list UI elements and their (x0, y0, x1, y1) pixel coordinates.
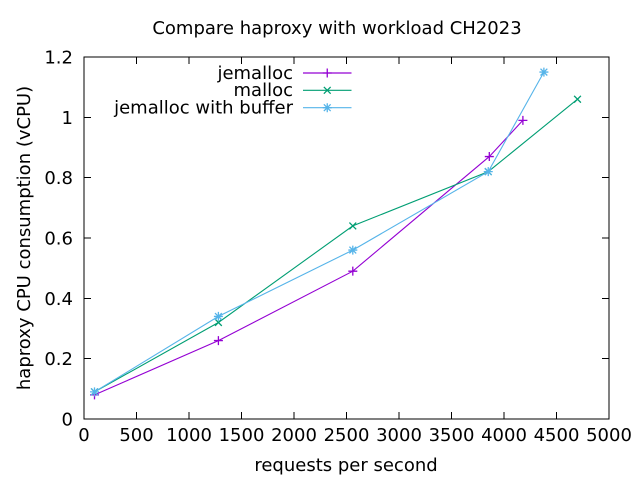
y-tick-label: 0.2 (44, 349, 73, 370)
legend-sample-marker-malloc (323, 86, 332, 95)
x-tick-label: 3000 (376, 425, 422, 446)
x-tick-label: 0 (78, 425, 89, 446)
y-axis-label: haproxy CPU consumption (vCPU) (14, 86, 35, 390)
y-tick-label: 0.4 (44, 289, 73, 310)
legend-label-malloc: malloc (234, 80, 293, 101)
legend-label-jemalloc: jemalloc (216, 63, 293, 84)
x-tick-label: 4500 (534, 425, 580, 446)
series-marker-jemalloc-with-buffer (483, 167, 493, 177)
y-tick-label: 0.8 (44, 168, 73, 189)
series-marker-jemalloc-with-buffer (90, 387, 99, 397)
series-marker-jemalloc (348, 266, 358, 276)
legend-samples (303, 68, 352, 113)
y-tick-label: 1.2 (44, 48, 73, 69)
chart-title: Compare haproxy with workload CH2023 (152, 18, 521, 39)
series-marker-jemalloc (518, 115, 528, 125)
plot-area: 0 500 1000 1500 2000 2500 3000 3500 4000 4500 5000… (44, 48, 632, 447)
legend-sample-marker-jemalloc-with-buffer (322, 103, 332, 113)
series-line-jemalloc-with-buffer (94, 71, 545, 393)
x-tick-label: 1000 (166, 425, 212, 446)
x-tick-label: 1500 (219, 425, 265, 446)
x-tick-label: 2000 (271, 425, 317, 446)
x-tick-label: 3500 (429, 425, 475, 446)
x-tick-label: 2500 (324, 425, 370, 446)
series-marker-jemalloc-with-buffer (348, 245, 358, 255)
y-tick-label: 0.6 (44, 229, 73, 250)
legend: jemalloc malloc jemalloc with buffer (113, 63, 352, 119)
series-marker-jemalloc (484, 152, 494, 162)
x-tick-label: 5000 (586, 425, 632, 446)
series-marker-malloc (348, 222, 357, 230)
series-marker-malloc (214, 318, 223, 327)
y-tick-label: 0 (62, 410, 73, 431)
x-tick-label: 500 (119, 425, 153, 446)
series-marker-jemalloc-with-buffer (213, 311, 223, 321)
series-marker-malloc (573, 95, 582, 104)
y-tick-label: 1 (62, 108, 73, 129)
x-tick-label: 4000 (481, 425, 527, 446)
legend-label-jemalloc-with-buffer: jemalloc with buffer (113, 98, 293, 119)
legend-sample-marker-jemalloc (322, 68, 332, 78)
series-marker-jemalloc-with-buffer (539, 67, 549, 77)
x-axis-label: requests per second (254, 455, 437, 476)
series-marker-jemalloc (213, 336, 223, 346)
